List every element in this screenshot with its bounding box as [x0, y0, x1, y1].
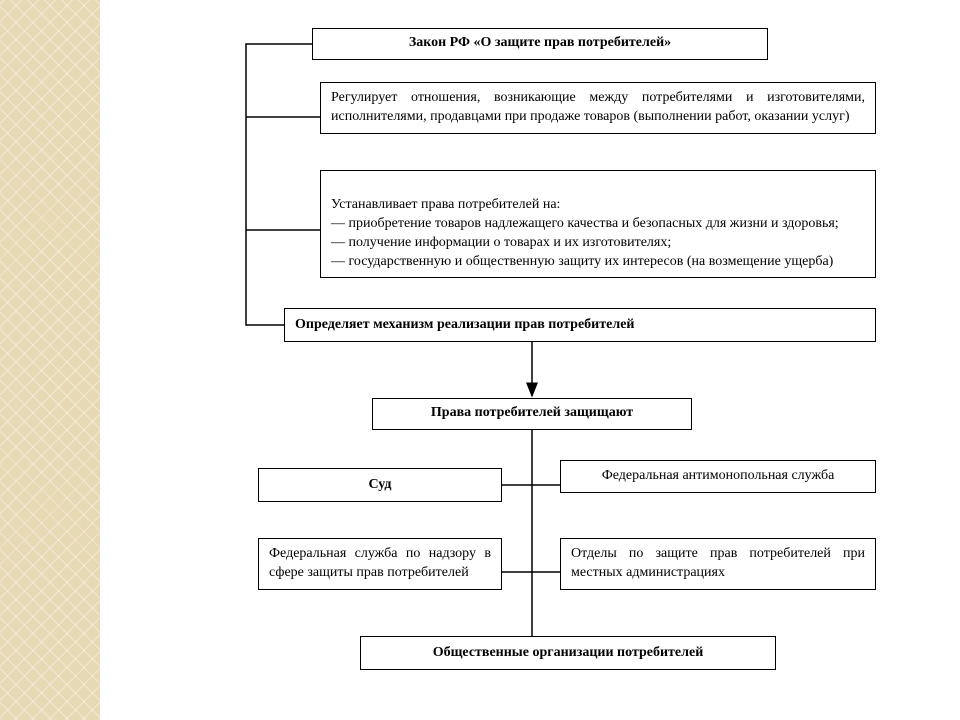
node-regulates-text: Регулирует отношения, возникающие между …	[331, 90, 865, 124]
node-fed-service: Федеральная служба по надзору в сфере за…	[258, 538, 502, 590]
node-public-orgs-text: Общественные организации потребителей	[433, 645, 704, 660]
diagram-canvas: Закон РФ «О защите прав потребителей» Ре…	[0, 0, 960, 720]
node-protect-text: Права потребителей защищают	[431, 405, 633, 420]
node-establishes: Устанавливает права потребителей на: — п…	[320, 170, 876, 278]
node-court: Суд	[258, 468, 502, 502]
node-departments: Отделы по защите прав по­требителей при …	[560, 538, 876, 590]
node-public-orgs: Общественные организации потребителей	[360, 636, 776, 670]
node-protect: Права потребителей защищают	[372, 398, 692, 430]
node-defines: Определяет механизм реализации прав потр…	[284, 308, 876, 342]
node-fed-service-text: Федеральная служба по надзору в сфере за…	[269, 546, 491, 580]
node-fas: Федеральная антимонопольная служба	[560, 460, 876, 493]
node-title: Закон РФ «О защите прав потребителей»	[312, 28, 768, 60]
node-defines-text: Определяет механизм реализации прав потр…	[295, 317, 634, 332]
node-court-text: Суд	[369, 477, 392, 492]
node-establishes-text: Устанавливает права потребителей на: — п…	[331, 197, 839, 269]
node-regulates: Регулирует отношения, возникающие между …	[320, 82, 876, 134]
node-fas-text: Федеральная антимонопольная служба	[602, 468, 835, 483]
node-title-text: Закон РФ «О защите прав потребителей»	[409, 35, 671, 50]
node-departments-text: Отделы по защите прав по­требителей при …	[571, 546, 865, 580]
